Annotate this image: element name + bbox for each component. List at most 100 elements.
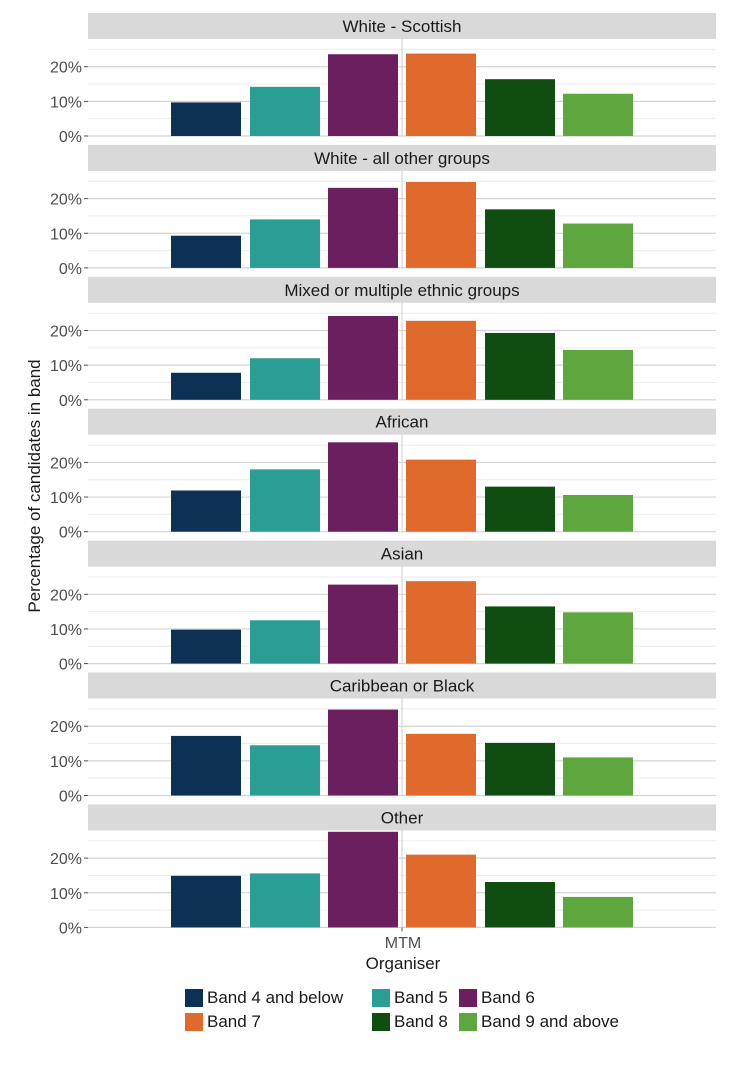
legend-swatch-band-9 <box>459 1013 477 1031</box>
y-tick-label: 10% <box>50 622 82 639</box>
y-tick-label: 20% <box>50 719 82 736</box>
bar <box>328 187 398 268</box>
x-tick-label: MTM <box>385 935 421 952</box>
facet-title: Caribbean or Black <box>330 677 475 696</box>
y-tick-label: 10% <box>50 226 82 243</box>
bar <box>406 854 476 928</box>
legend-swatch-band-7 <box>185 1013 203 1031</box>
bar <box>171 629 241 664</box>
facet-title: White - Scottish <box>342 17 461 36</box>
legend-swatch-band-5 <box>372 989 390 1007</box>
legend-swatch-band-4 <box>185 989 203 1007</box>
y-tick-label: 10% <box>50 754 82 771</box>
bar <box>406 581 476 664</box>
bar <box>563 494 633 532</box>
facet-strip <box>88 540 716 567</box>
legend-label-band-5: Band 5 <box>394 988 448 1007</box>
legend-item-band-6: Band 6 <box>459 988 535 1008</box>
facet-panel: White - all other groups 0% 10% 20% <box>50 144 716 278</box>
facet-strip <box>88 672 716 699</box>
bar <box>485 486 555 532</box>
bar <box>328 709 398 796</box>
bar <box>171 875 241 928</box>
facet-strip <box>88 408 716 435</box>
legend-row: Band 4 and below Band 5 Band 6 <box>185 986 645 1010</box>
y-tick-label: 0% <box>59 261 82 278</box>
y-tick-label: 0% <box>59 525 82 542</box>
y-tick-label: 20% <box>50 324 82 341</box>
facet-panel: Other 0% 10% 20% <box>50 804 716 937</box>
facet-title: Other <box>381 808 424 827</box>
bar <box>328 831 398 928</box>
bar <box>250 745 320 796</box>
legend-label-band-4: Band 4 and below <box>207 988 344 1007</box>
legend-item-band-9: Band 9 and above <box>459 1012 619 1032</box>
bar <box>171 102 241 136</box>
facet-panel: Asian 0% 10% 20% <box>50 540 716 674</box>
legend-item-band-8: Band 8 <box>372 1012 459 1032</box>
facet-panel: Mixed or multiple ethnic groups 0% 10% 20% <box>50 276 716 410</box>
legend-row: Band 7 Band 8 Band 9 and above <box>185 1010 645 1034</box>
bar <box>328 584 398 664</box>
y-tick-label: 20% <box>50 455 82 472</box>
bar <box>563 896 633 928</box>
bar <box>250 86 320 136</box>
legend-label-band-7: Band 7 <box>207 1012 261 1031</box>
bar <box>485 332 555 400</box>
bar <box>250 219 320 268</box>
bar <box>563 757 633 796</box>
bar <box>250 620 320 664</box>
y-tick-label: 20% <box>50 192 82 209</box>
y-tick-label: 10% <box>50 886 82 903</box>
facet-strip <box>88 144 716 171</box>
bar <box>171 372 241 400</box>
bar <box>406 181 476 268</box>
legend-item-band-4: Band 4 and below <box>185 988 372 1008</box>
facet-title: Mixed or multiple ethnic groups <box>284 281 519 300</box>
x-axis-label: Organiser <box>366 954 441 973</box>
y-tick-label: 0% <box>59 393 82 410</box>
legend-label-band-9: Band 9 and above <box>481 1012 620 1031</box>
bar <box>406 459 476 532</box>
bar <box>485 209 555 268</box>
y-tick-label: 20% <box>50 587 82 604</box>
bar <box>250 469 320 532</box>
bar <box>250 873 320 928</box>
y-tick-label: 0% <box>59 789 82 806</box>
bar <box>250 358 320 400</box>
legend-label-band-6: Band 6 <box>481 988 535 1007</box>
bar <box>485 882 555 928</box>
facet-strip <box>88 13 716 39</box>
facet-strip <box>88 804 716 831</box>
y-tick-label: 20% <box>50 851 82 868</box>
bar <box>485 606 555 664</box>
bar <box>485 79 555 136</box>
legend-label-band-8: Band 8 <box>394 1012 448 1031</box>
y-axis-label: Percentage of candidates in band <box>25 359 44 612</box>
bar <box>171 735 241 796</box>
bar <box>171 235 241 268</box>
legend-swatch-band-6 <box>459 989 477 1007</box>
y-tick-label: 10% <box>50 490 82 507</box>
bar <box>406 320 476 400</box>
y-tick-label: 0% <box>59 920 82 937</box>
facet-panel: Caribbean or Black 0% 10% 20% <box>50 672 716 806</box>
axes: MTM Organiser Percentage of candidates i… <box>25 359 441 973</box>
y-tick-label: 10% <box>50 358 82 375</box>
bar <box>406 53 476 136</box>
bar <box>563 93 633 136</box>
y-tick-label: 20% <box>50 60 82 77</box>
facet-title: White - all other groups <box>314 149 490 168</box>
bar <box>563 612 633 664</box>
bar <box>171 490 241 532</box>
bar <box>328 54 398 136</box>
facet-panel: African 0% 10% 20% <box>50 408 716 542</box>
bar <box>406 733 476 796</box>
y-tick-label: 0% <box>59 129 82 146</box>
bar <box>563 349 633 400</box>
bar <box>328 315 398 400</box>
y-tick-label: 10% <box>50 94 82 111</box>
facet-title: African <box>376 413 429 432</box>
